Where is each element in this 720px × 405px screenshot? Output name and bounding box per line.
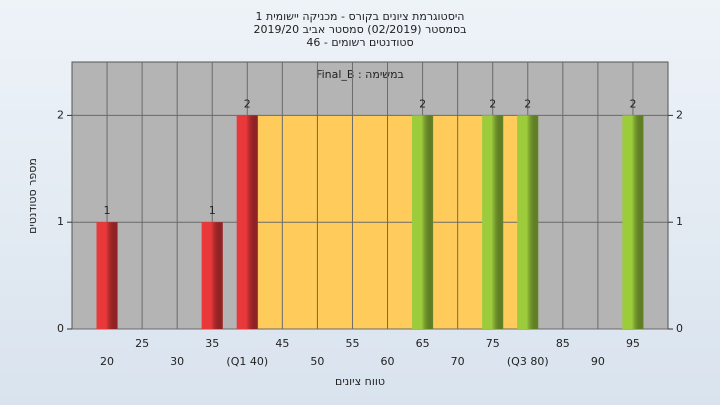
data-label: 1 bbox=[104, 204, 111, 217]
bar bbox=[482, 115, 504, 330]
chart-title: בסמסטר (02/2019) סמסטר אביב 2019/20 bbox=[253, 23, 466, 36]
x-tick-label: 50 bbox=[310, 355, 324, 368]
subtitle: Final_B : במשימה bbox=[316, 68, 404, 81]
data-label: 2 bbox=[244, 97, 251, 110]
bar bbox=[412, 115, 434, 330]
data-label: 1 bbox=[209, 204, 216, 217]
y-tick-label: 0 bbox=[676, 322, 683, 335]
data-label: 2 bbox=[419, 97, 426, 110]
data-label: 2 bbox=[489, 97, 496, 110]
bar bbox=[96, 222, 118, 329]
x-tick-label: 45 bbox=[275, 337, 289, 350]
x-axis-label: טווח ציונים bbox=[335, 375, 385, 388]
bar bbox=[517, 115, 539, 330]
chart-title: היסטוגרמת ציונים בקורס - מכניקה יישומית … bbox=[256, 10, 465, 23]
x-tick-label: 90 bbox=[591, 355, 605, 368]
data-label: 2 bbox=[629, 97, 636, 110]
x-tick-label: 95 bbox=[626, 337, 640, 350]
x-tick-label: 25 bbox=[135, 337, 149, 350]
bar bbox=[622, 115, 644, 330]
y-axis-label: מספר סטודנטים bbox=[26, 158, 39, 234]
x-tick-label: 65 bbox=[416, 337, 430, 350]
x-tick-label: 20 bbox=[100, 355, 114, 368]
chart-title: סטודנטים רשומים - 46 bbox=[306, 36, 413, 49]
x-tick-label: 55 bbox=[345, 337, 359, 350]
bar bbox=[236, 115, 258, 330]
x-tick-label: 75 bbox=[486, 337, 500, 350]
data-label: 2 bbox=[524, 97, 531, 110]
bar bbox=[201, 222, 223, 329]
y-tick-label: 2 bbox=[57, 108, 64, 121]
x-tick-label: 60 bbox=[381, 355, 395, 368]
y-tick-label: 1 bbox=[57, 215, 64, 228]
x-tick-label: 85 bbox=[556, 337, 570, 350]
x-tick-label: 70 bbox=[451, 355, 465, 368]
x-tick-label: 30 bbox=[170, 355, 184, 368]
y-tick-label: 2 bbox=[676, 108, 683, 121]
y-tick-label: 0 bbox=[57, 322, 64, 335]
x-tick-label: (Q1 40) bbox=[226, 355, 268, 368]
x-tick-label: (Q3 80) bbox=[507, 355, 549, 368]
y-tick-label: 1 bbox=[676, 215, 683, 228]
x-tick-label: 35 bbox=[205, 337, 219, 350]
